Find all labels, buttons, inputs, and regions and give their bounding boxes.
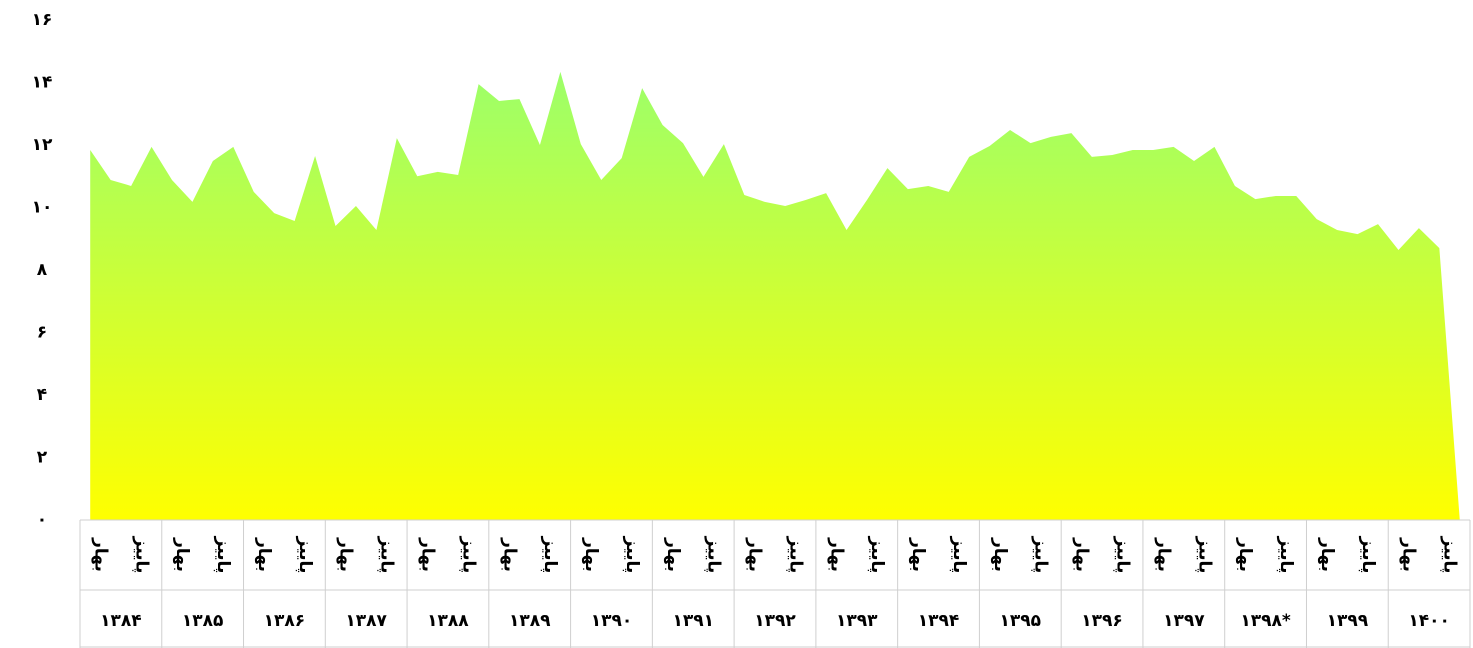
year-label: ۱۳۹۲ [754,611,796,631]
x-tick-label: پاییز [1031,536,1051,574]
x-tick-label: بهار [336,537,356,572]
x-tick-label: پاییز [295,536,315,574]
x-tick-label: پاییز [1358,536,1378,574]
x-tick-label: بهار [418,537,438,572]
x-tick-label: بهار [745,537,765,572]
x-tick-label: پاییز [867,536,887,574]
y-tick-label: ۱۰ [32,198,53,218]
year-label: ۱۳۸۸ [427,611,469,631]
y-tick-label: ۸ [37,260,48,280]
x-tick-label: پاییز [949,536,969,574]
x-tick-label: بهار [1072,537,1092,572]
year-label: ۱۳۸۵ [182,611,224,631]
x-tick-label: پاییز [458,536,478,574]
y-tick-label: ۲ [37,448,48,468]
year-label: ۱۳۹۷ [1163,611,1205,631]
year-label: ۱۳۹۴ [918,611,960,631]
year-label: ۱۳۹۶ [1081,611,1123,631]
year-label: ۱۳۸۹ [509,611,551,631]
year-label: ۱۴۰۰ [1408,611,1450,631]
year-label: ۱۳۹۵ [1000,611,1042,631]
x-tick-label: بهار [990,537,1010,572]
year-label: ۱۳۹۰ [591,611,633,631]
year-label: ۱۳۸۴ [100,611,142,631]
x-tick-label: بهار [499,537,519,572]
x-tick-label: پاییز [785,536,805,574]
x-tick-label: بهار [1317,537,1337,572]
x-tick-label: بهار [90,537,110,572]
x-tick-label: بهار [663,537,683,572]
y-tick-label: ۱۶ [32,10,53,30]
x-tick-label: پاییز [704,536,724,574]
year-label: ۱۳۸۶ [264,611,306,631]
x-tick-label: پاییز [377,536,397,574]
year-label: ۱۳۸۷ [345,611,387,631]
y-tick-label: ۴ [37,385,47,405]
x-tick-label: پاییز [1194,536,1214,574]
x-tick-label: پاییز [213,536,233,574]
x-tick-label: بهار [172,537,192,572]
area [90,71,1460,520]
x-tick-label: پاییز [622,536,642,574]
x-tick-label: پاییز [1440,536,1460,574]
x-tick-label: پاییز [540,536,560,574]
y-tick-label: ۱۴ [32,73,53,93]
x-tick-label: بهار [1399,537,1419,572]
x-tick-label: بهار [908,537,928,572]
x-tick-label: پاییز [131,536,151,574]
x-tick-label: بهار [1153,537,1173,572]
x-tick-label: پاییز [1276,536,1296,574]
x-tick-label: بهار [581,537,601,572]
year-label: ۱۳۹۱ [672,611,714,631]
year-label: ۱۳۹۹ [1327,611,1369,631]
x-tick-label: پاییز [1113,536,1133,574]
y-tick-label: ۰ [37,510,47,530]
y-tick-label: ۱۲ [32,135,53,155]
x-tick-label: بهار [826,537,846,572]
x-tick-label: بهار [1235,537,1255,572]
x-tick-label: بهار [254,537,274,572]
year-label: ۱۳۹۸* [1240,611,1291,631]
y-tick-label: ۶ [37,323,47,343]
year-label: ۱۳۹۳ [836,611,878,631]
